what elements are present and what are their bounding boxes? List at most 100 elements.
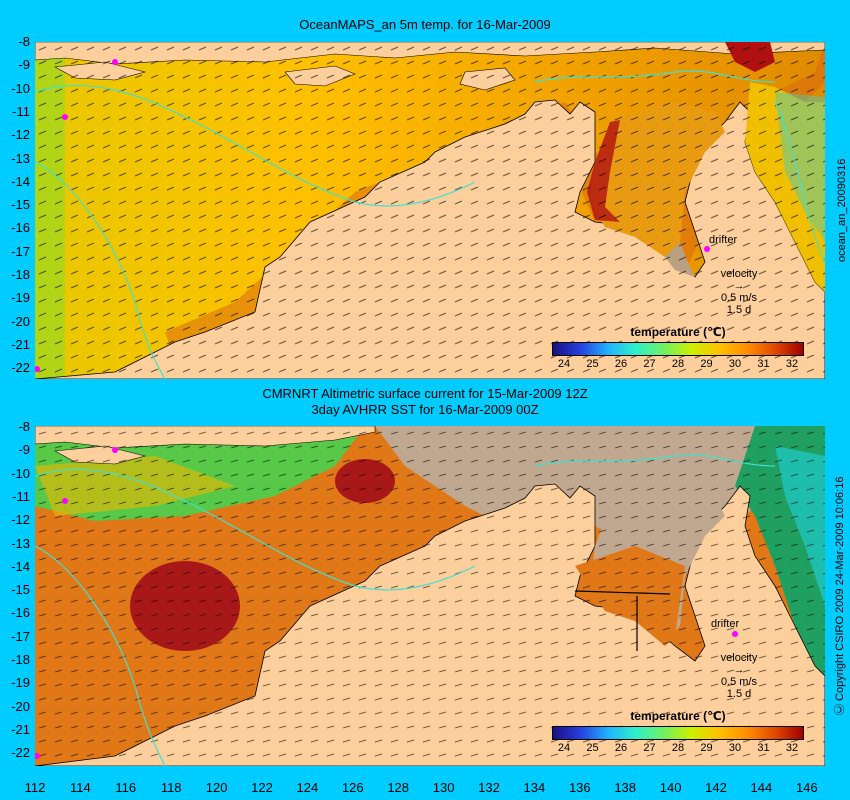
- latitude-tick-label: -8: [18, 419, 30, 434]
- velocity-value: 0.5 m/s: [720, 676, 758, 688]
- latitude-tick-label: -18: [11, 267, 30, 282]
- longitude-tick-label: 116: [115, 780, 137, 795]
- colorbar-tick-label: 26: [614, 358, 628, 370]
- longitude-tick-label: 122: [251, 780, 273, 795]
- current-vector: [574, 590, 671, 595]
- longitude-tick-label: 132: [478, 780, 500, 795]
- colorbar-tick-label: 24: [557, 358, 571, 370]
- latitude-tick-label: -21: [11, 336, 30, 352]
- colorbar-tick-label: 31: [757, 742, 770, 754]
- latitude-tick-label: -17: [11, 243, 30, 259]
- temperature-legend-top: temperature (℃) 24 25 26 27 28 29 30 31 32: [552, 325, 804, 370]
- colorbar-tick-label: 28: [671, 358, 685, 370]
- longitude-tick-label: 142: [705, 780, 727, 795]
- top-temperature-map: [35, 42, 825, 379]
- latitude-tick-label: -15: [11, 582, 30, 598]
- colorbar: [552, 726, 804, 740]
- latitude-tick-label: -12: [11, 512, 30, 528]
- drifter-marker: [112, 59, 118, 65]
- latitude-tick-label: -19: [11, 675, 30, 691]
- longitude-tick-label: 114: [70, 780, 91, 795]
- latitude-tick-label: -13: [11, 150, 30, 166]
- top-run-label: ocean_an_20090316: [836, 158, 848, 263]
- colorbar-tick-label: 29: [700, 742, 713, 754]
- legend-title: temperature (℃): [630, 709, 726, 723]
- latitude-tick-label: -20: [11, 698, 30, 714]
- latitude-tick-label: -12: [11, 127, 30, 143]
- colorbar-tick-label: 25: [586, 742, 599, 754]
- latitude-tick-label: -22: [11, 745, 30, 761]
- top-map-panel: drifter velocity → 0.5 m/s 1.5 d tempera…: [35, 42, 825, 379]
- top-map-title: OceanMAPS_an 5m temp. for 16-Mar-2009: [299, 17, 551, 32]
- velocity-scale-arrow: →: [733, 664, 745, 676]
- colorbar-tick-label: 25: [586, 358, 599, 370]
- longitude-tick-label: 112: [24, 780, 46, 795]
- latitude-tick-label: -11: [12, 488, 30, 504]
- longitude-tick-label: 136: [568, 780, 591, 795]
- longitude-tick-label: 138: [614, 780, 637, 795]
- longitude-tick-label: 144: [750, 780, 773, 795]
- drifter-label: drifter: [709, 234, 738, 246]
- longitude-tick-label: 146: [795, 780, 818, 795]
- velocity-label: velocity: [720, 652, 758, 664]
- longitude-tick-label: 124: [296, 780, 319, 795]
- colorbar-tick-label: 32: [785, 358, 799, 370]
- bottom-map-title-1: CMRNRT Altimetric surface current for 15…: [262, 386, 588, 401]
- bottom-map-panel: drifter velocity → 0.5 m/s 1.5 d tempera…: [35, 426, 825, 766]
- legend-title: temperature (℃): [630, 325, 726, 339]
- latitude-tick-label: -21: [11, 721, 30, 737]
- longitude-tick-label: 126: [341, 780, 364, 795]
- drifter-label: drifter: [711, 618, 740, 630]
- drifter-marker: [62, 498, 68, 504]
- latitude-tick-label: -16: [11, 220, 30, 236]
- drifter-legend-marker: [732, 631, 738, 637]
- latitude-tick-label: -20: [11, 313, 30, 329]
- latitude-tick-label: -15: [11, 197, 30, 213]
- colorbar-tick-label: 24: [557, 742, 571, 754]
- latitude-tick-label: -8: [18, 34, 30, 49]
- drifter-legend-marker: [704, 246, 710, 252]
- colorbar-tick-label: 32: [785, 742, 799, 754]
- colorbar-tick-label: 29: [700, 358, 713, 370]
- bottom-map-title-2: 3day AVHRR SST for 16-Mar-2009 00Z: [311, 402, 539, 417]
- colorbar-ticks: 24 25 26 27 28 29 30 31 32: [552, 740, 802, 754]
- latitude-tick-label: -10: [11, 80, 30, 96]
- colorbar-ticks: 24 25 26 27 28 29 30 31 32: [552, 356, 802, 370]
- latitude-tick-label: -9: [18, 57, 30, 73]
- velocity-legend: velocity → 0.5 m/s 1.5 d: [709, 652, 769, 700]
- longitude-tick-label: 140: [659, 780, 682, 795]
- colorbar-tick-label: 27: [643, 358, 656, 370]
- drifter-marker: [62, 114, 68, 120]
- latitude-tick-label: -9: [18, 442, 30, 458]
- temperature-legend-bottom: temperature (℃) 24 25 26 27 28 29 30 31 32: [552, 709, 804, 754]
- latitude-tick-label: -14: [11, 558, 30, 574]
- latitude-tick-label: -11: [12, 103, 30, 119]
- longitude-tick-label: 118: [160, 780, 182, 795]
- colorbar-tick-label: 30: [728, 358, 742, 370]
- colorbar-tick-label: 26: [614, 742, 628, 754]
- colorbar-tick-label: 31: [757, 358, 770, 370]
- drifter-marker: [112, 447, 118, 453]
- velocity-days: 1.5 d: [726, 304, 752, 316]
- latitude-tick-label: -10: [11, 465, 30, 481]
- latitude-tick-label: -22: [11, 360, 30, 376]
- colorbar-tick-label: 28: [671, 742, 685, 754]
- colorbar: [552, 342, 804, 356]
- bottom-sst-map: [35, 426, 825, 766]
- latitude-tick-label: -13: [11, 535, 30, 551]
- longitude-tick-label: 128: [387, 780, 410, 795]
- drifter-marker: [35, 753, 40, 759]
- velocity-legend: velocity → 0.5 m/s 1.5 d: [709, 268, 769, 316]
- velocity-scale-arrow: →: [733, 280, 745, 292]
- colorbar-tick-label: 30: [728, 742, 742, 754]
- colorbar-tick-label: 27: [643, 742, 656, 754]
- latitude-tick-label: -16: [11, 605, 30, 621]
- copyright-label: Ⓒ Copyright CSIRO 2009 24-Mar-2009 10:06…: [834, 476, 846, 716]
- latitude-tick-label: -17: [11, 628, 30, 644]
- longitude-tick-label: 134: [523, 780, 546, 795]
- latitude-tick-label: -18: [11, 652, 30, 667]
- longitude-tick-label: 120: [205, 780, 228, 795]
- latitude-tick-label: -14: [11, 173, 30, 189]
- velocity-label: velocity: [720, 268, 758, 280]
- latitude-tick-label: -19: [11, 290, 30, 306]
